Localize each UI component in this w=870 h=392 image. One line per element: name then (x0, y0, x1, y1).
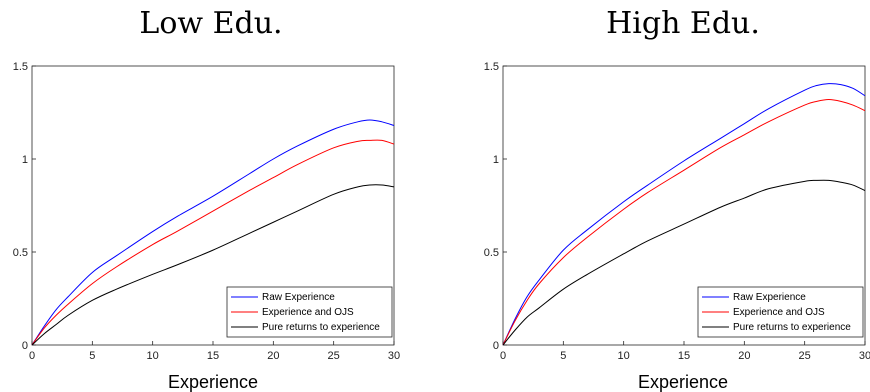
x-tick-label: 10 (618, 350, 630, 362)
x-tick-label: 30 (388, 350, 400, 362)
series-line-experience-and-ojs (502, 98, 866, 346)
x-tick-label: 0 (29, 350, 35, 362)
x-tick-label: 5 (89, 350, 95, 362)
x-tick-label: 30 (859, 350, 870, 362)
x-tick-label: 15 (207, 350, 219, 362)
legend-label-experience-and-ojs: Experience and OJS (262, 307, 354, 318)
y-tick-label: 1.5 (13, 61, 28, 73)
axis-ticks: 0 5 10 15 20 25 30 0 0.5 1 1.5 (484, 61, 870, 362)
x-tick-label: 25 (328, 350, 340, 362)
x-tick-label: 15 (678, 350, 690, 362)
legend-label-pure-returns: Pure returns to experience (733, 322, 851, 333)
x-tick-label: 0 (500, 350, 506, 362)
chart-title: High Edu. (606, 6, 760, 41)
x-axis-label: Experience (638, 372, 728, 392)
x-tick-label: 20 (738, 350, 750, 362)
y-tick-label: 1.5 (484, 61, 499, 73)
series-line-pure-returns-to-experience (502, 179, 866, 346)
series-line-raw-experience (502, 83, 866, 346)
x-tick-label: 5 (560, 350, 566, 362)
legend-label-raw-experience: Raw Experience (262, 292, 335, 303)
y-tick-label: 1 (493, 154, 499, 166)
legend: Raw Experience Experience and OJS Pure r… (697, 286, 864, 338)
x-axis-label: Experience (168, 372, 258, 392)
axis-ticks: 0 5 10 15 20 25 30 0 0.5 1 1.5 (13, 61, 400, 362)
x-tick-label: 25 (799, 350, 811, 362)
series-line-raw-experience (31, 119, 395, 346)
series-line-experience-and-ojs (31, 139, 395, 346)
legend-label-raw-experience: Raw Experience (733, 292, 806, 303)
series-lines (31, 119, 395, 346)
series-line-pure-returns-to-experience (31, 184, 395, 346)
legend: Raw Experience Experience and OJS Pure r… (226, 286, 393, 338)
chart-high-edu: High Edu. 0 5 10 15 20 25 30 0 0.5 1 1.5 Experienc… (484, 6, 870, 392)
chart-low-edu: Low Edu. 0 5 10 15 20 25 30 0 0.5 1 1.5 Experience… (13, 6, 400, 392)
legend-label-experience-and-ojs: Experience and OJS (733, 307, 825, 318)
y-tick-label: 1 (22, 154, 28, 166)
x-tick-label: 20 (267, 350, 279, 362)
series-lines (502, 83, 866, 346)
y-tick-label: 0.5 (13, 247, 28, 259)
chart-title: Low Edu. (139, 6, 282, 41)
y-tick-label: 0.5 (484, 247, 499, 259)
x-tick-label: 10 (147, 350, 159, 362)
y-tick-label: 0 (493, 340, 499, 352)
y-tick-label: 0 (22, 340, 28, 352)
legend-label-pure-returns: Pure returns to experience (262, 322, 380, 333)
